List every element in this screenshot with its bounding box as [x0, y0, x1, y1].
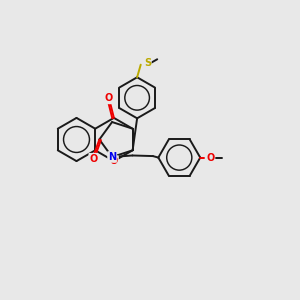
Text: O: O: [89, 154, 98, 164]
Text: S: S: [144, 58, 151, 68]
Text: O: O: [206, 153, 214, 163]
Text: O: O: [104, 93, 112, 103]
Text: N: N: [108, 152, 116, 162]
Text: O: O: [110, 156, 118, 166]
